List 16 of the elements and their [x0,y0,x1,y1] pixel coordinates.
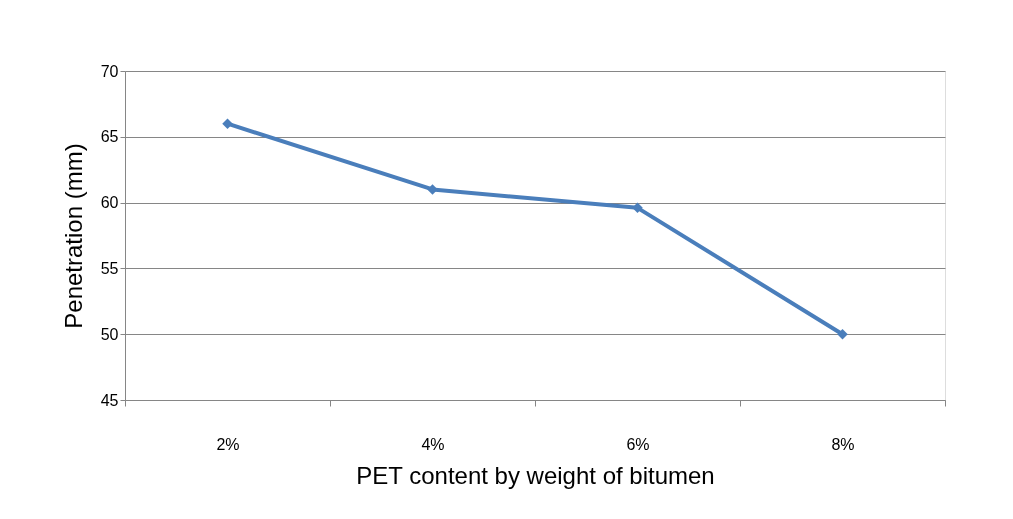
point [632,202,643,214]
y-tick-label: 70 [100,62,119,80]
x-tick-label: 2% [216,435,240,453]
x-tick-label: 6% [626,435,650,453]
x-tick-label: 8% [831,435,855,453]
y-tick-label: 50 [100,325,119,343]
y-tick-label: 65 [100,128,119,146]
y-axis-title: Penetration (mm) [59,143,87,329]
y-tick-label: 55 [100,259,119,277]
y-tick-label: 60 [100,194,119,212]
point [427,184,438,195]
y-tick-label: 45 [100,391,119,409]
x-tick-label: 4% [421,435,445,453]
point [222,118,233,129]
x-axis-title: PET content by weight of bitumen [356,461,715,489]
point [837,328,848,340]
